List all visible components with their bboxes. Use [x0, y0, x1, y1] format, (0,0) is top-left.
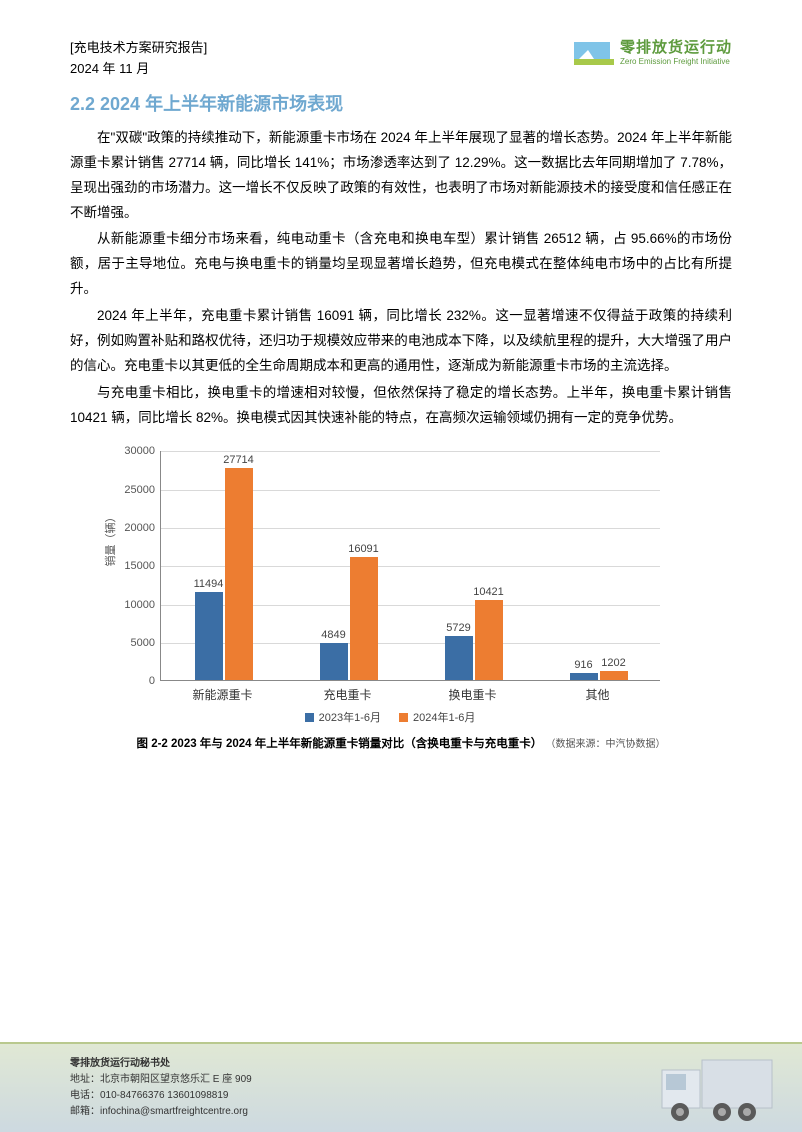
chart-bar: 5729 [445, 636, 473, 680]
paragraph: 与充电重卡相比，换电重卡的增速相对较慢，但依然保持了稳定的增长态势。上半年，换电… [70, 381, 732, 431]
chart-ytick: 20000 [124, 522, 155, 534]
chart-plot-area: 0500010000150002000025000300001149427714… [160, 451, 660, 681]
logo: 零排放货运行动 Zero Emission Freight Initiative [574, 38, 732, 68]
chart-bar-value: 5729 [439, 622, 479, 634]
chart-bar: 916 [570, 673, 598, 680]
logo-text-cn: 零排放货运行动 [620, 39, 732, 57]
paragraph: 2024 年上半年，充电重卡累计销售 16091 辆，同比增长 232%。这一显… [70, 304, 732, 379]
chart-xtick: 换电重卡 [410, 686, 535, 703]
chart-xtick: 充电重卡 [285, 686, 410, 703]
chart-ytick: 5000 [131, 637, 155, 649]
chart-ytick: 25000 [124, 484, 155, 496]
page-footer: 零排放货运行动秘书处 地址：北京市朝阳区望京悠乐汇 E 座 909 电话：010… [0, 1042, 802, 1132]
chart-ytick: 30000 [124, 445, 155, 457]
sales-chart: 销量（辆） 0500010000150002000025000300001149… [100, 441, 680, 731]
legend-swatch [305, 713, 314, 722]
chart-bar: 16091 [350, 557, 378, 680]
chart-bar: 1202 [600, 671, 628, 680]
paragraph: 在"双碳"政策的持续推动下，新能源重卡市场在 2024 年上半年展现了显著的增长… [70, 126, 732, 226]
chart-bar-value: 1202 [594, 657, 634, 669]
logo-text-en: Zero Emission Freight Initiative [620, 57, 732, 67]
chart-bar: 4849 [320, 643, 348, 680]
truck-illustration [612, 1042, 792, 1132]
chart-bar-value: 11494 [189, 578, 229, 590]
chart-bar-value: 10421 [469, 586, 509, 598]
chart-ytick: 15000 [124, 560, 155, 572]
header-meta: [充电技术方案研究报告] 2024 年 11 月 [70, 38, 207, 80]
chart-bar: 11494 [195, 592, 223, 680]
chart-bar: 27714 [225, 468, 253, 680]
section-heading: 2.2 2024 年上半年新能源市场表现 [70, 90, 732, 116]
logo-icon [574, 38, 614, 68]
legend-swatch [399, 713, 408, 722]
chart-ytick: 10000 [124, 599, 155, 611]
chart-legend: 2023年1-6月 2024年1-6月 [100, 709, 680, 725]
chart-bar-value: 16091 [344, 543, 384, 555]
paragraph: 从新能源重卡细分市场来看，纯电动重卡（含充电和换电车型）累计销售 26512 辆… [70, 227, 732, 302]
legend-item: 2023年1-6月 [305, 709, 381, 725]
doc-type: [充电技术方案研究报告] [70, 38, 207, 59]
legend-label: 2023年1-6月 [319, 709, 381, 725]
chart-ytick: 0 [149, 675, 155, 687]
legend-item: 2024年1-6月 [399, 709, 475, 725]
legend-label: 2024年1-6月 [413, 709, 475, 725]
chart-bar-value: 27714 [219, 454, 259, 466]
chart-bar-value: 4849 [314, 629, 354, 641]
doc-date: 2024 年 11 月 [70, 59, 207, 80]
chart-source: （数据来源：中汽协数据） [545, 739, 665, 750]
chart-bar: 10421 [475, 600, 503, 680]
body-text: 在"双碳"政策的持续推动下，新能源重卡市场在 2024 年上半年展现了显著的增长… [70, 126, 732, 432]
chart-xtick: 新能源重卡 [160, 686, 285, 703]
chart-ylabel: 销量（辆） [102, 512, 118, 567]
chart-xtick: 其他 [535, 686, 660, 703]
chart-caption: 图 2-2 2023 年与 2024 年上半年新能源重卡销量对比（含换电重卡与充… [70, 735, 732, 751]
page-header: [充电技术方案研究报告] 2024 年 11 月 零排放货运行动 Zero Em… [70, 38, 732, 80]
